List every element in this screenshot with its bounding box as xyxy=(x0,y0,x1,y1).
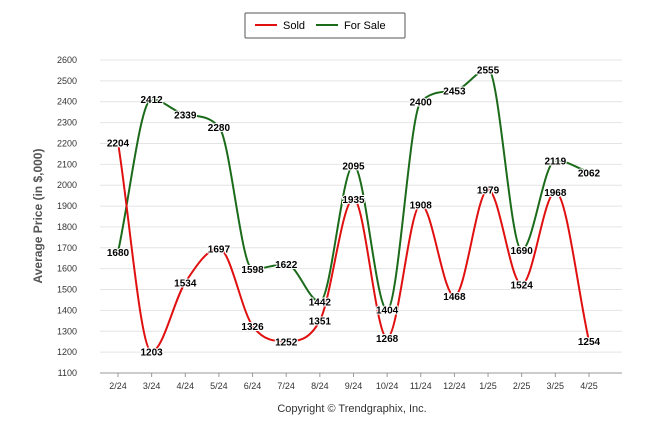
y-tick-label: 2200 xyxy=(57,138,77,148)
grid xyxy=(100,59,622,353)
data-label-sold: 1697 xyxy=(208,244,231,255)
data-labels: 2204 1203 1534 1697 1326 1252 1351 1935 1268 1908… xyxy=(106,64,602,359)
series-lines xyxy=(117,68,590,353)
data-label-sold: 1534 xyxy=(174,278,197,289)
data-label-sold: 1935 xyxy=(342,195,365,206)
x-tick-label: 3/25 xyxy=(547,381,565,391)
y-tick-label: 2100 xyxy=(57,159,77,169)
y-tick-label: 2400 xyxy=(57,97,77,107)
x-tick-label: 3/24 xyxy=(143,381,161,391)
y-tick-label: 2300 xyxy=(57,118,77,128)
data-label-sold: 1326 xyxy=(241,322,264,333)
series-line-sold xyxy=(117,142,590,353)
data-label-sold: 1268 xyxy=(376,334,399,345)
y-tick-label: 2000 xyxy=(57,180,77,190)
x-tick-label: 2/24 xyxy=(109,381,127,391)
data-label-for-sale: 2119 xyxy=(544,156,566,167)
data-label-sold: 2204 xyxy=(107,139,130,150)
data-label-for-sale: 2555 xyxy=(477,65,500,76)
data-label-sold: 1252 xyxy=(275,337,298,348)
x-tick-label: 1/25 xyxy=(479,381,497,391)
x-tick-label: 4/24 xyxy=(177,381,195,391)
data-label-for-sale: 2453 xyxy=(443,87,466,98)
x-tick-label: 4/25 xyxy=(580,381,598,391)
x-axis-ticks: 2/24 3/24 4/24 5/24 6/24 7/24 8/24 9/24 10/24 11/… xyxy=(109,373,598,391)
data-label-sold: 1968 xyxy=(544,188,567,199)
legend-label-for-sale: For Sale xyxy=(344,20,386,32)
x-tick-label: 10/24 xyxy=(376,381,399,391)
y-tick-label: 1200 xyxy=(57,347,77,357)
data-label-for-sale: 1598 xyxy=(241,265,264,276)
data-label-for-sale: 2280 xyxy=(208,123,231,134)
y-tick-label: 1600 xyxy=(57,264,77,274)
data-label-for-sale: 1680 xyxy=(107,248,130,259)
y-axis-ticks: 1100 1200 1300 1400 1500 1600 1700 1800 1900 2000… xyxy=(57,55,77,378)
data-label-sold: 1203 xyxy=(141,348,164,359)
y-tick-label: 1300 xyxy=(57,326,77,336)
y-tick-label: 1500 xyxy=(57,285,77,295)
data-label-for-sale: 2062 xyxy=(578,168,601,179)
x-tick-label: 2/25 xyxy=(513,381,531,391)
y-tick-label: 1400 xyxy=(57,305,77,315)
x-tick-label: 11/24 xyxy=(410,381,432,391)
x-tick-label: 7/24 xyxy=(277,381,295,391)
copyright-footer: Copyright © Trendgraphix, Inc. xyxy=(277,403,426,415)
y-tick-label: 1900 xyxy=(57,201,77,211)
data-label-sold: 1908 xyxy=(410,200,433,211)
x-tick-label: 5/24 xyxy=(210,381,228,391)
data-label-for-sale: 1404 xyxy=(376,306,399,317)
data-label-for-sale: 2339 xyxy=(174,110,197,121)
data-label-for-sale: 1690 xyxy=(511,246,534,257)
data-label-for-sale: 2412 xyxy=(141,95,164,106)
y-tick-label: 1700 xyxy=(57,243,77,253)
x-tick-label: 8/24 xyxy=(311,381,329,391)
data-label-sold: 1468 xyxy=(443,292,466,303)
data-label-for-sale: 2400 xyxy=(410,98,433,109)
x-tick-label: 9/24 xyxy=(345,381,363,391)
legend-label-sold: Sold xyxy=(283,20,305,32)
data-label-for-sale: 1622 xyxy=(275,260,298,271)
y-tick-label: 2500 xyxy=(57,76,77,86)
y-tick-label: 1100 xyxy=(58,368,77,378)
data-label-sold: 1351 xyxy=(309,317,332,328)
data-label-for-sale: 2095 xyxy=(342,161,365,172)
x-tick-label: 12/24 xyxy=(443,381,466,391)
legend: Sold For Sale xyxy=(244,12,406,39)
data-label-for-sale: 1442 xyxy=(309,298,332,309)
y-tick-label: 2600 xyxy=(57,55,77,65)
data-label-sold: 1979 xyxy=(477,186,500,197)
data-label-sold: 1254 xyxy=(578,337,601,348)
x-tick-label: 6/24 xyxy=(244,381,262,391)
y-axis-title: Average Price (in $,000) xyxy=(31,149,45,284)
y-tick-label: 1800 xyxy=(57,222,77,232)
data-label-sold: 1524 xyxy=(511,281,534,292)
series-line-for-sale xyxy=(117,68,590,311)
